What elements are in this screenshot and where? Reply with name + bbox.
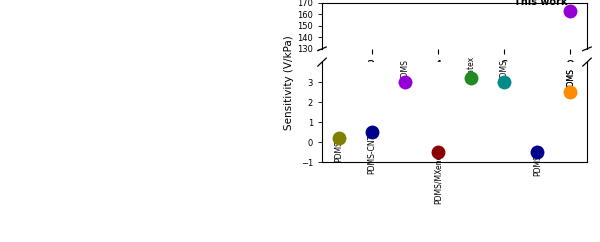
Text: PDMS: PDMS bbox=[566, 69, 575, 91]
Text: Latex: Latex bbox=[467, 55, 476, 76]
Point bbox=[533, 150, 542, 154]
Point bbox=[400, 80, 410, 84]
Text: PDMS: PDMS bbox=[566, 69, 575, 91]
Text: PDMS: PDMS bbox=[533, 154, 542, 176]
Text: This work: This work bbox=[514, 0, 568, 7]
Text: Sensitivity (V/kPa): Sensitivity (V/kPa) bbox=[284, 35, 294, 130]
Point bbox=[334, 136, 343, 140]
Point bbox=[566, 90, 575, 94]
Point bbox=[433, 150, 443, 154]
Text: PDMS: PDMS bbox=[400, 59, 409, 81]
Point bbox=[466, 76, 476, 80]
Point bbox=[367, 130, 376, 134]
Text: PDMS: PDMS bbox=[500, 59, 509, 81]
Text: PDMS-CNT: PDMS-CNT bbox=[367, 134, 376, 174]
Text: PDMS/MXene: PDMS/MXene bbox=[433, 154, 442, 204]
Point bbox=[499, 80, 509, 84]
Point bbox=[566, 9, 575, 13]
Text: PDMS: PDMS bbox=[334, 140, 343, 162]
